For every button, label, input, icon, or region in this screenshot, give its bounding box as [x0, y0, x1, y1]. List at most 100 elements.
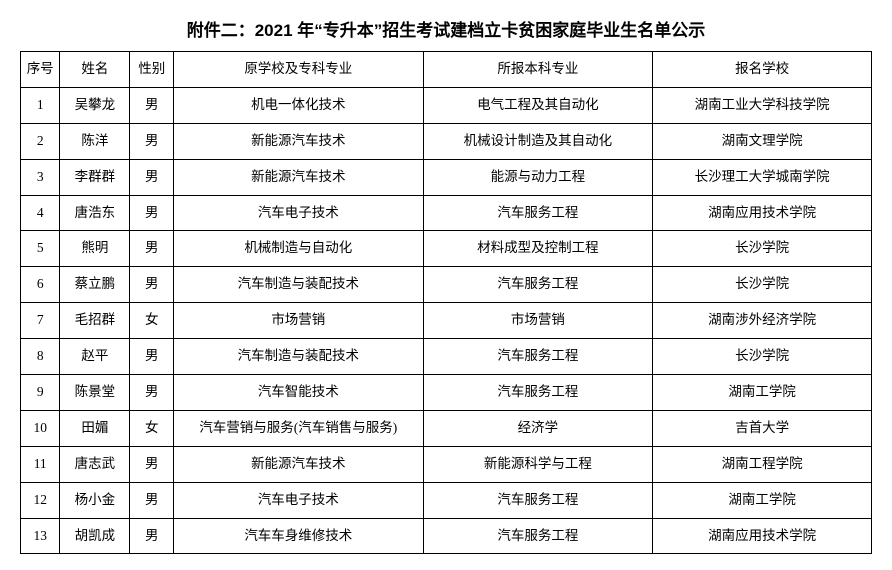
- table-cell: 女: [130, 303, 174, 339]
- table-cell: 机电一体化技术: [174, 87, 423, 123]
- table-cell: 电气工程及其自动化: [423, 87, 653, 123]
- table-row: 3李群群男新能源汽车技术能源与动力工程长沙理工大学城南学院: [21, 159, 872, 195]
- table-row: 10田媚女汽车营销与服务(汽车销售与服务)经济学吉首大学: [21, 410, 872, 446]
- table-cell: 胡凯成: [60, 518, 130, 554]
- table-cell: 汽车服务工程: [423, 195, 653, 231]
- table-cell: 湖南涉外经济学院: [653, 303, 872, 339]
- table-row: 11唐志武男新能源汽车技术新能源科学与工程湖南工程学院: [21, 446, 872, 482]
- table-cell: 市场营销: [174, 303, 423, 339]
- table-cell: 新能源汽车技术: [174, 123, 423, 159]
- table-cell: 汽车营销与服务(汽车销售与服务): [174, 410, 423, 446]
- col-index: 序号: [21, 52, 60, 88]
- table-cell: 汽车制造与装配技术: [174, 339, 423, 375]
- col-original-major: 原学校及专科专业: [174, 52, 423, 88]
- table-cell: 市场营销: [423, 303, 653, 339]
- table-cell: 湖南应用技术学院: [653, 195, 872, 231]
- table-cell: 陈洋: [60, 123, 130, 159]
- table-cell: 湖南工学院: [653, 375, 872, 411]
- table-cell: 湖南应用技术学院: [653, 518, 872, 554]
- table-cell: 长沙学院: [653, 231, 872, 267]
- table-cell: 蔡立鹏: [60, 267, 130, 303]
- roster-table: 序号 姓名 性别 原学校及专科专业 所报本科专业 报名学校 1吴攀龙男机电一体化…: [20, 51, 872, 554]
- table-cell: 长沙学院: [653, 339, 872, 375]
- table-cell: 汽车服务工程: [423, 482, 653, 518]
- table-cell: 湖南文理学院: [653, 123, 872, 159]
- table-cell: 汽车智能技术: [174, 375, 423, 411]
- table-cell: 男: [130, 482, 174, 518]
- table-row: 1吴攀龙男机电一体化技术电气工程及其自动化湖南工业大学科技学院: [21, 87, 872, 123]
- col-gender: 性别: [130, 52, 174, 88]
- col-target-school: 报名学校: [653, 52, 872, 88]
- table-cell: 吉首大学: [653, 410, 872, 446]
- table-cell: 男: [130, 518, 174, 554]
- table-cell: 11: [21, 446, 60, 482]
- table-row: 6蔡立鹏男汽车制造与装配技术汽车服务工程长沙学院: [21, 267, 872, 303]
- table-cell: 新能源汽车技术: [174, 159, 423, 195]
- table-cell: 湖南工程学院: [653, 446, 872, 482]
- table-cell: 13: [21, 518, 60, 554]
- table-cell: 男: [130, 123, 174, 159]
- table-cell: 毛招群: [60, 303, 130, 339]
- table-cell: 唐浩东: [60, 195, 130, 231]
- table-row: 8赵平男汽车制造与装配技术汽车服务工程长沙学院: [21, 339, 872, 375]
- table-row: 9陈景堂男汽车智能技术汽车服务工程湖南工学院: [21, 375, 872, 411]
- table-cell: 机械制造与自动化: [174, 231, 423, 267]
- table-cell: 男: [130, 267, 174, 303]
- table-cell: 3: [21, 159, 60, 195]
- table-cell: 陈景堂: [60, 375, 130, 411]
- table-cell: 汽车服务工程: [423, 267, 653, 303]
- table-cell: 汽车制造与装配技术: [174, 267, 423, 303]
- table-cell: 新能源科学与工程: [423, 446, 653, 482]
- table-cell: 女: [130, 410, 174, 446]
- table-cell: 新能源汽车技术: [174, 446, 423, 482]
- table-cell: 5: [21, 231, 60, 267]
- table-row: 7毛招群女市场营销市场营销湖南涉外经济学院: [21, 303, 872, 339]
- table-row: 13胡凯成男汽车车身维修技术汽车服务工程湖南应用技术学院: [21, 518, 872, 554]
- table-cell: 汽车服务工程: [423, 375, 653, 411]
- col-name: 姓名: [60, 52, 130, 88]
- table-row: 4唐浩东男汽车电子技术汽车服务工程湖南应用技术学院: [21, 195, 872, 231]
- table-cell: 4: [21, 195, 60, 231]
- table-cell: 男: [130, 87, 174, 123]
- table-cell: 经济学: [423, 410, 653, 446]
- table-cell: 汽车电子技术: [174, 482, 423, 518]
- table-row: 2陈洋男新能源汽车技术机械设计制造及其自动化湖南文理学院: [21, 123, 872, 159]
- table-cell: 李群群: [60, 159, 130, 195]
- table-cell: 汽车服务工程: [423, 339, 653, 375]
- table-cell: 12: [21, 482, 60, 518]
- table-cell: 机械设计制造及其自动化: [423, 123, 653, 159]
- table-cell: 男: [130, 446, 174, 482]
- table-cell: 男: [130, 159, 174, 195]
- table-cell: 6: [21, 267, 60, 303]
- table-cell: 8: [21, 339, 60, 375]
- table-cell: 长沙理工大学城南学院: [653, 159, 872, 195]
- table-cell: 汽车车身维修技术: [174, 518, 423, 554]
- table-cell: 材料成型及控制工程: [423, 231, 653, 267]
- table-cell: 汽车服务工程: [423, 518, 653, 554]
- table-cell: 汽车电子技术: [174, 195, 423, 231]
- table-cell: 10: [21, 410, 60, 446]
- table-cell: 能源与动力工程: [423, 159, 653, 195]
- table-cell: 长沙学院: [653, 267, 872, 303]
- table-cell: 男: [130, 339, 174, 375]
- table-cell: 2: [21, 123, 60, 159]
- table-cell: 男: [130, 375, 174, 411]
- table-row: 12杨小金男汽车电子技术汽车服务工程湖南工学院: [21, 482, 872, 518]
- table-header-row: 序号 姓名 性别 原学校及专科专业 所报本科专业 报名学校: [21, 52, 872, 88]
- table-cell: 男: [130, 231, 174, 267]
- table-cell: 赵平: [60, 339, 130, 375]
- table-cell: 杨小金: [60, 482, 130, 518]
- table-cell: 唐志武: [60, 446, 130, 482]
- table-cell: 熊明: [60, 231, 130, 267]
- col-target-major: 所报本科专业: [423, 52, 653, 88]
- table-cell: 湖南工学院: [653, 482, 872, 518]
- table-row: 5熊明男机械制造与自动化材料成型及控制工程长沙学院: [21, 231, 872, 267]
- table-cell: 吴攀龙: [60, 87, 130, 123]
- table-cell: 1: [21, 87, 60, 123]
- table-cell: 9: [21, 375, 60, 411]
- page-title: 附件二：2021 年“专升本”招生考试建档立卡贫困家庭毕业生名单公示: [20, 16, 872, 41]
- table-cell: 田媚: [60, 410, 130, 446]
- table-cell: 湖南工业大学科技学院: [653, 87, 872, 123]
- table-cell: 7: [21, 303, 60, 339]
- table-cell: 男: [130, 195, 174, 231]
